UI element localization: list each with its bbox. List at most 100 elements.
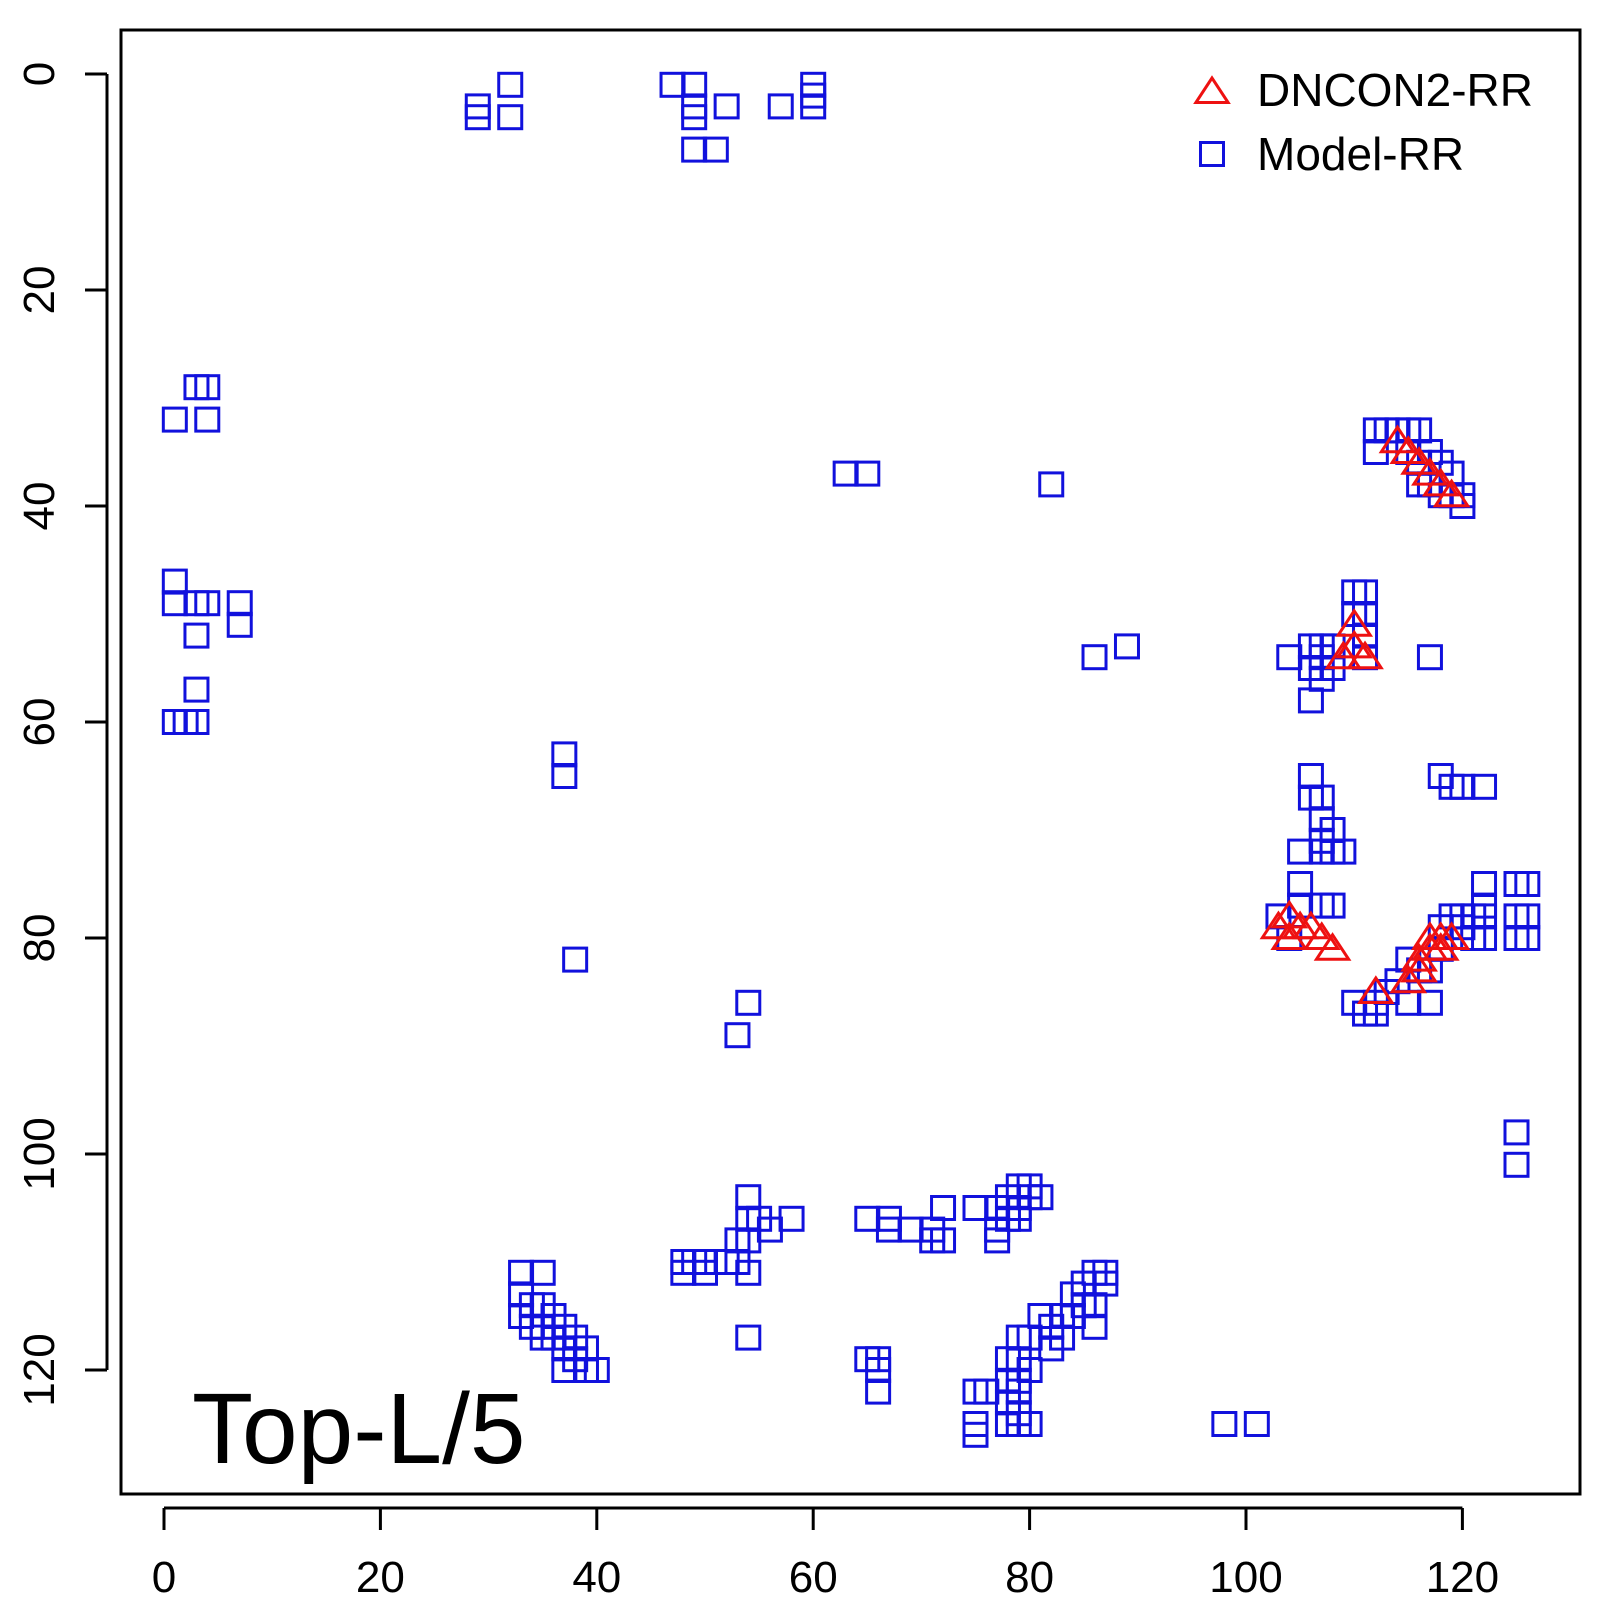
square-point [161,568,188,595]
square-point [226,611,253,638]
triangle-point [1346,640,1384,670]
triangle-point [1335,608,1374,637]
square-point [1092,1270,1119,1297]
plot-frame [119,28,1582,1496]
y-tick-label: 20 [15,266,64,315]
square-point [1081,644,1108,671]
legend-label: DNCON2-RR [1257,64,1533,116]
x-tick-label: 120 [1426,1553,1499,1600]
square-point [1319,892,1346,919]
x-tick-label: 0 [152,1553,176,1600]
triangle-point [1324,640,1363,670]
y-tick-label: 60 [15,698,64,747]
triangle-point [1400,446,1439,475]
square-point [497,104,524,131]
x-tick-label: 100 [1209,1553,1282,1600]
triangle-point [1411,456,1449,486]
legend: DNCON2-RR Model-RR [1193,64,1533,180]
square-point [583,1357,610,1383]
square-point [194,374,221,401]
x-tick-label: 60 [789,1553,838,1600]
square-point [194,590,221,617]
square-point [562,946,589,973]
square-point [854,460,881,487]
square-point [183,709,210,735]
square-point [1016,1411,1043,1437]
square-point [1276,644,1303,671]
square-point [930,1195,957,1221]
square-point [735,989,762,1016]
square-point [161,590,188,617]
square-point [681,104,708,131]
square-point [930,1227,957,1254]
square-point [1416,644,1443,671]
square-point [529,1259,556,1286]
square-point [735,1324,762,1351]
square-point [464,104,491,131]
square-point [854,1205,881,1232]
series-model-rr [161,71,1541,1448]
triangle-point [1356,975,1395,1004]
square-point [551,763,578,789]
square-point [161,406,188,433]
square-point [183,622,210,649]
square-point [724,1022,751,1049]
square-point [1081,1313,1108,1340]
square-point [1503,1151,1530,1178]
square-point [962,1421,989,1448]
square-point [508,1259,535,1286]
series-dncon2-rr [1259,424,1471,1004]
square-point [226,590,253,617]
legend-square-icon [1199,141,1225,167]
square-point [1211,1411,1238,1437]
square-point [681,71,708,98]
square-point [1287,838,1314,865]
triangle-point [1432,921,1471,950]
square-point [713,93,740,120]
triangle-point [1270,899,1309,929]
square-point [1297,687,1324,714]
y-tick-label: 40 [15,482,64,531]
square-point [1471,925,1498,951]
square-point [551,741,578,768]
triangle-point [1389,435,1428,464]
marker-layer [161,71,1541,1448]
square-point [735,1184,762,1211]
x-tick-label: 40 [572,1553,621,1600]
square-point [1287,871,1314,897]
square-point [1416,989,1443,1016]
square-point [1395,989,1422,1016]
square-point [194,406,221,433]
square-point [767,93,794,120]
y-axis: 0 20 40 60 80 100 120 [15,62,109,1407]
square-point [1503,1119,1530,1146]
square-point [1330,838,1357,865]
square-point [681,136,708,163]
square-point [1449,903,1476,930]
x-axis: 0 20 40 60 80 100 120 [152,1506,1499,1600]
triangle-point [1292,910,1330,940]
triangle-point [1421,467,1460,497]
square-point [1016,1357,1043,1383]
square-point [1243,1411,1270,1437]
square-point [832,460,859,487]
square-point [1514,871,1541,897]
legend-triangle-icon [1193,75,1231,104]
y-tick-label: 120 [15,1333,64,1406]
square-point [1471,773,1498,800]
legend-label: Model-RR [1257,128,1464,180]
triangle-point [1302,921,1341,950]
square-point [735,1259,762,1286]
panel-annotation: Top-L/5 [192,1373,526,1485]
y-tick-label: 0 [15,62,64,86]
triangle-point [1378,424,1417,454]
square-point [897,1216,924,1243]
square-point [1514,925,1541,951]
square-point [702,136,729,163]
triangle-point [1313,932,1352,961]
square-point [497,71,524,98]
x-tick-label: 80 [1005,1553,1054,1600]
square-point [1038,471,1065,498]
square-point [1027,1184,1054,1211]
